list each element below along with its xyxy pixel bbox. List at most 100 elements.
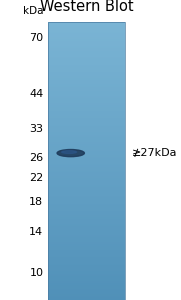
Bar [48,44,125,46]
Bar [48,254,125,256]
Bar [48,222,125,224]
Bar [48,29,125,30]
Bar [48,265,125,267]
Bar [48,148,125,150]
Bar [48,164,125,165]
Ellipse shape [57,149,84,157]
Bar [48,112,125,114]
Bar [48,134,125,136]
Bar [48,39,125,40]
Bar [48,261,125,262]
Bar [48,143,125,144]
Bar [48,175,125,176]
Bar [48,144,125,146]
Bar [48,86,125,87]
Bar [48,80,125,82]
Text: 18: 18 [29,197,43,207]
Bar [48,193,125,194]
Bar [48,285,125,286]
Bar [48,247,125,249]
Bar [48,217,125,218]
Bar [48,293,125,294]
Bar [48,161,125,162]
Bar [48,242,125,243]
Bar [48,194,125,196]
Bar [48,204,125,206]
Bar [48,268,125,269]
Bar [48,230,125,232]
Bar [48,249,125,250]
Bar [48,101,125,103]
Bar [48,212,125,214]
Bar [48,25,125,26]
Bar [48,116,125,118]
Bar [48,139,125,140]
Bar [48,121,125,122]
Bar [48,22,125,300]
Bar [48,253,125,254]
Bar [48,64,125,65]
Bar [48,250,125,251]
Bar [48,34,125,36]
Bar [48,97,125,98]
Bar [48,192,125,193]
Bar [48,115,125,116]
Bar [48,210,125,211]
Bar [48,262,125,264]
Text: kDa: kDa [23,6,43,16]
Bar [48,260,125,261]
Bar [48,186,125,188]
Bar [48,98,125,100]
Bar [48,154,125,155]
Bar [48,100,125,101]
Bar [48,58,125,59]
Text: 33: 33 [29,124,43,134]
Bar [48,272,125,274]
Bar [48,83,125,85]
Bar [48,87,125,89]
Bar [48,118,125,119]
Text: 22: 22 [29,173,43,183]
Bar [48,162,125,164]
Ellipse shape [62,151,77,154]
Bar [48,142,125,143]
Bar [48,289,125,290]
Bar [48,103,125,104]
Bar [48,239,125,240]
Bar [48,76,125,77]
Bar [48,125,125,126]
Bar [48,26,125,28]
Bar [48,287,125,289]
Bar [48,79,125,80]
Bar [48,188,125,189]
Text: 26: 26 [29,153,43,163]
Bar [48,57,125,58]
Bar [48,279,125,280]
Bar [48,258,125,260]
Bar [48,219,125,221]
Bar [48,196,125,197]
Bar [48,96,125,97]
Bar [48,292,125,293]
Bar [48,107,125,108]
Bar [48,82,125,83]
Bar [48,33,125,34]
Bar [48,240,125,242]
Text: ≱27kDa: ≱27kDa [132,148,177,158]
Bar [48,150,125,151]
Bar [48,111,125,112]
Bar [48,59,125,61]
Bar [48,72,125,74]
Bar [48,90,125,92]
Bar [48,55,125,57]
Bar [48,22,125,23]
Bar [48,184,125,186]
Bar [48,296,125,297]
Bar [48,169,125,171]
Bar [48,85,125,86]
Bar [48,286,125,287]
Bar [48,276,125,278]
Bar [48,251,125,253]
Bar [48,168,125,169]
Bar [48,280,125,282]
